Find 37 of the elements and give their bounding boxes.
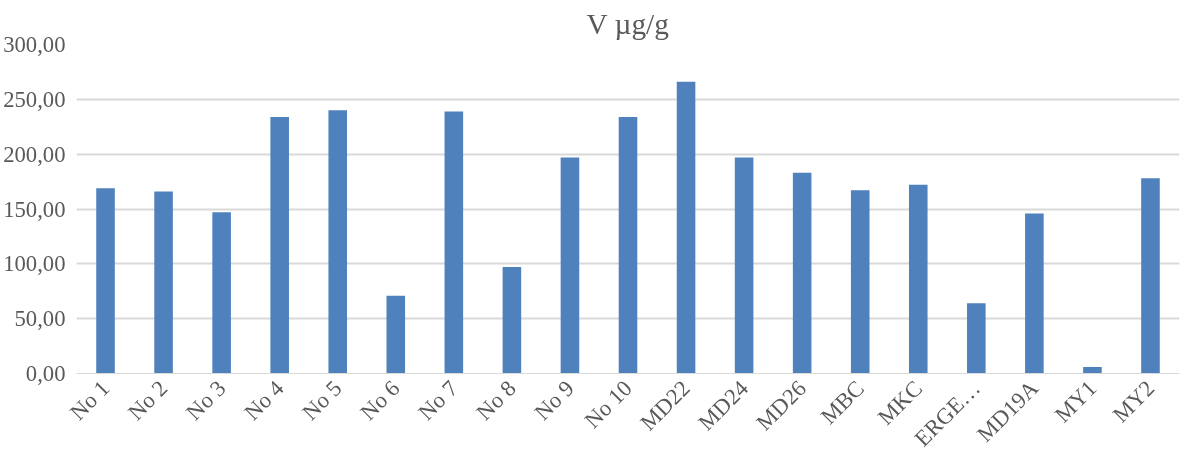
bar [967,303,986,374]
bar [850,190,870,374]
bar [212,212,231,374]
y-tick-label: 50,00 [14,306,66,332]
bar [618,116,638,374]
y-tick-label: 100,00 [3,251,66,277]
bar [96,188,115,374]
bar [676,81,696,374]
x-tick-label: No 6 [355,375,405,425]
bar [792,172,812,374]
chart-title: V µg/g [586,7,670,40]
bar [386,295,406,374]
y-tick-label: 250,00 [3,86,66,112]
x-tick-label: No 4 [239,375,289,425]
x-tick-label: No 10 [579,375,637,433]
y-tick-label: 150,00 [3,196,66,222]
bar [1083,366,1102,374]
bar [154,191,173,374]
y-tick-label: 200,00 [3,141,66,167]
bar [734,157,754,374]
bar [908,184,928,374]
x-tick-label: No 5 [297,375,347,425]
bar [328,110,348,374]
y-tick-label: 0,00 [25,361,66,386]
y-tick-label: 300,00 [3,32,66,57]
bar [444,111,464,374]
x-tick-label: No 8 [471,375,521,425]
bar [270,116,289,374]
bar [1025,213,1044,374]
x-tick-label: No 1 [65,375,115,425]
x-tick-label: No 7 [413,375,463,425]
bar [1141,178,1160,374]
x-tick-label: No 3 [181,375,231,425]
bar [502,267,522,374]
x-tick-label: No 2 [123,375,173,425]
x-tick-label: No 9 [529,375,579,425]
bar [560,157,580,374]
